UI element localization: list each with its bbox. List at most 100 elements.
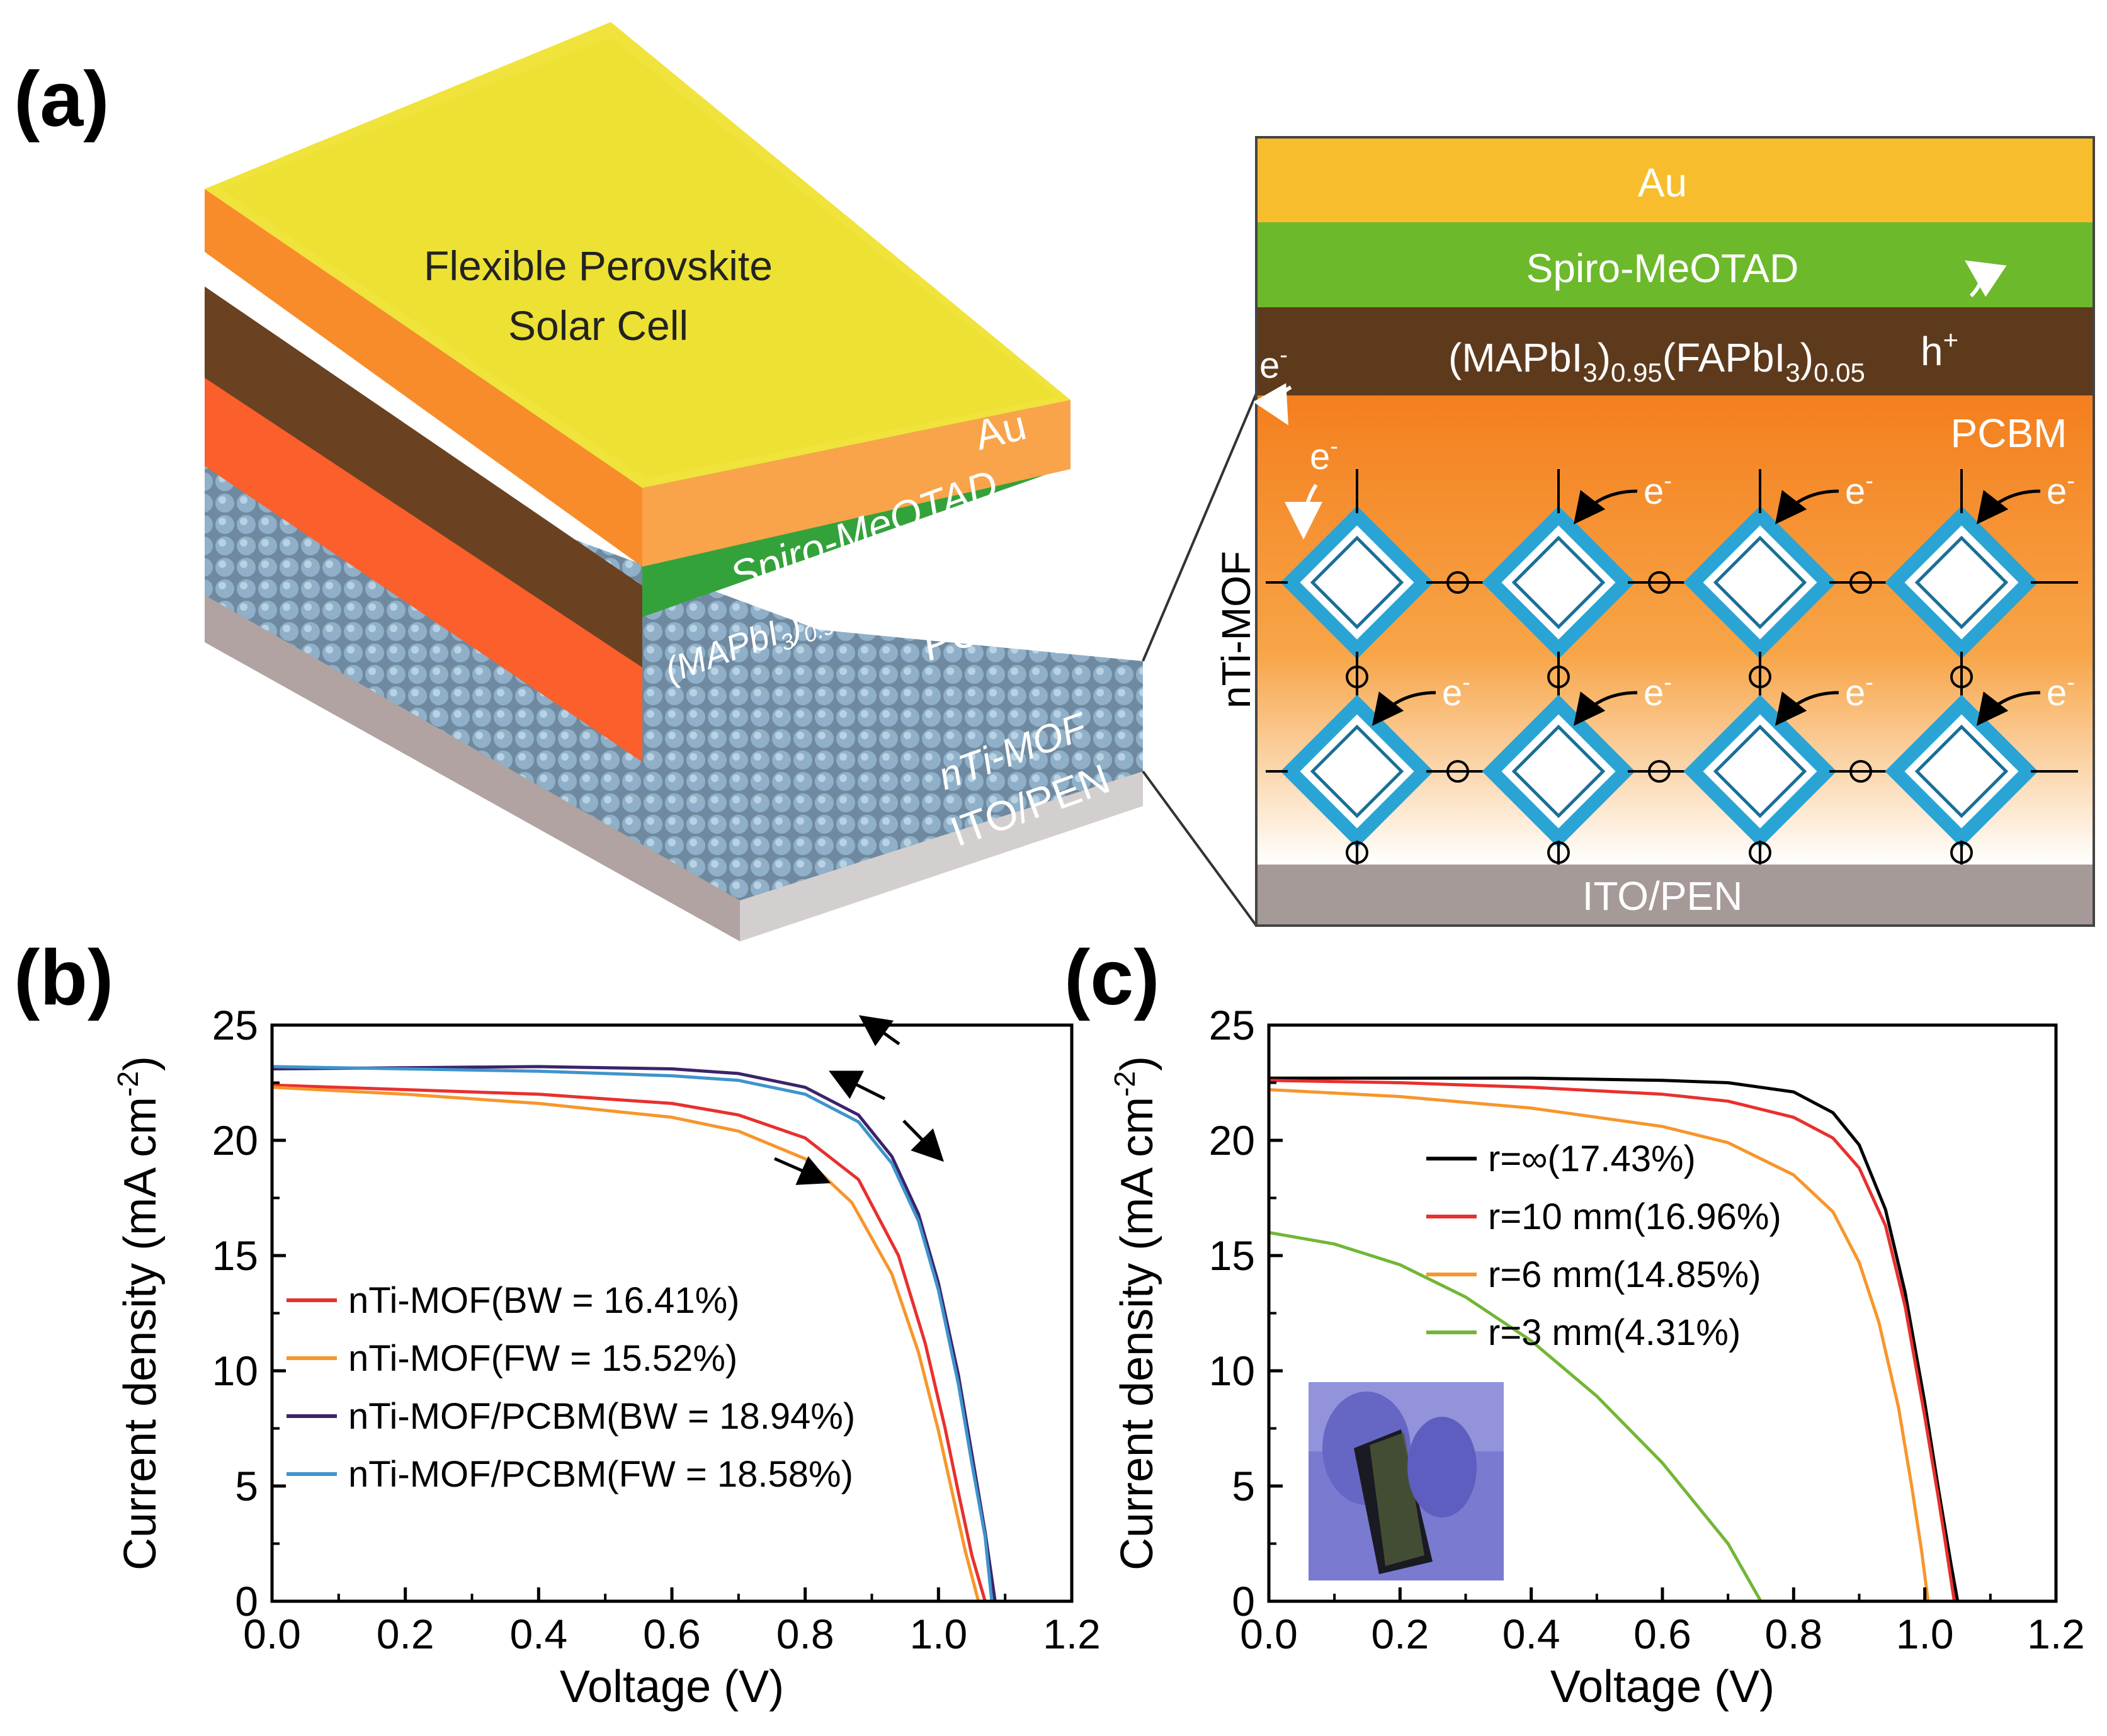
series-line-1 (271, 1086, 980, 1602)
electron-transfer-arrow: e- (1573, 669, 1672, 726)
y-tick-label: 20 (212, 1117, 258, 1164)
electron-transfer-arrow: e- (1573, 468, 1672, 525)
series-line-3 (271, 1065, 994, 1602)
scan-direction-arrow (858, 1015, 900, 1047)
scan-direction-arrow (902, 1120, 945, 1162)
y-tick-label: 15 (212, 1232, 258, 1279)
mof-lattice (1266, 469, 2078, 865)
schematic-au-label: Au (1638, 160, 1687, 205)
legend-label-2: r=6 mm(14.85%) (1488, 1254, 1761, 1295)
y-tick-label: 0 (1232, 1578, 1255, 1625)
mof-unit (1683, 506, 1837, 659)
mof-unit (1885, 506, 2038, 659)
x-tick-label: 0.4 (509, 1611, 567, 1657)
chart-b: 0.0 0.2 0.4 0.6 0.8 1.0 1.2 0 5 10 15 20 25 Voltage (… (111, 1002, 1101, 1712)
zoom-line-top (1142, 393, 1258, 662)
chart-c: 0.0 0.2 0.4 0.6 0.8 1.0 1.2 0 5 10 15 20 25 Voltage (… (1108, 1002, 2085, 1712)
layer-perovskite (205, 286, 642, 667)
electron-label-2: e- (1310, 433, 1338, 477)
mof-linker (1547, 469, 1570, 702)
x-axis-title: Voltage (V) (560, 1662, 784, 1712)
electron-label: e- (1644, 468, 1672, 512)
x-tick-label: 0.4 (1502, 1611, 1560, 1657)
y-tick-label: 25 (212, 1002, 258, 1048)
electron-label: e- (1442, 669, 1470, 713)
schematic-mof-label: nTi-MOF (1213, 551, 1259, 708)
y-tick-label: 25 (1209, 1002, 1255, 1048)
series-line-0 (271, 1083, 987, 1602)
y-axis-title: Current density (mA cm-2) (111, 1056, 166, 1570)
hole-arrow (1965, 260, 2007, 298)
series-line-0 (1269, 1076, 1960, 1602)
series-line-3 (1268, 1230, 1763, 1603)
mof-linker (1950, 469, 1973, 702)
mof-unit (1683, 695, 1837, 848)
zoom-line-bottom (1142, 770, 1258, 927)
schematic-ito (1256, 865, 2094, 926)
mof-linker (1950, 841, 1973, 865)
y-tick-label: 0 (235, 1578, 258, 1625)
electron-label: e- (1644, 669, 1672, 713)
schematic-perovskite (1256, 307, 2094, 395)
mof-unit (1482, 695, 1635, 848)
x-tick-label: 0.8 (776, 1611, 834, 1657)
x-tick-label: 0.2 (1371, 1611, 1429, 1657)
electron-label: e- (2047, 669, 2075, 713)
mof-linker (1628, 571, 1691, 594)
panel-label-c: (c) (1064, 934, 1160, 1021)
electron-arrows: e-e-e-e-e-e-e- (1372, 468, 2075, 726)
electron-transfer-arrow: e- (1372, 669, 1470, 726)
electron-label: e- (2047, 468, 2075, 512)
panel-label-a: (a) (14, 56, 110, 143)
schematic: Au Spiro-MeOTAD (MAPbI3)0.95(FAPbI3)0.05… (1213, 136, 2095, 927)
schematic-perovskite-label: (MAPbI3)0.95(FAPbI3)0.05 (1448, 335, 1865, 387)
x-tick-label: 1.0 (1896, 1611, 1954, 1657)
mof-linker (1749, 841, 1771, 865)
scan-direction-arrow (773, 1156, 831, 1185)
device-title-line2: Solar Cell (508, 302, 688, 349)
mof-unit (1280, 695, 1434, 848)
layer-au-left (205, 189, 642, 567)
inset-photo-bent-device (1309, 1382, 1504, 1580)
legend-label-1: nTi-MOF(FW = 15.52%) (348, 1338, 737, 1379)
series-line-2 (271, 1065, 997, 1602)
mof-linker (1346, 469, 1368, 702)
x-tick-label: 1.2 (2027, 1611, 2085, 1657)
electron-arrow-2 (1285, 484, 1323, 540)
x-tick-label: 0.0 (243, 1611, 301, 1657)
mof-linker (1829, 571, 1892, 594)
series-line-2 (1268, 1088, 1930, 1602)
electron-transfer-arrow: e- (1976, 669, 2075, 726)
x-axis-title: Voltage (V) (1550, 1662, 1775, 1712)
hole-label: h+ (1921, 325, 1958, 374)
device-3d: Flexible Perovskite Solar Cell Au Spiro-… (205, 22, 1143, 941)
electron-label-1: e- (1259, 342, 1288, 386)
legend-label-3: r=3 mm(4.31%) (1488, 1312, 1741, 1353)
mof-unit (1482, 506, 1635, 659)
mof-linker (1426, 760, 1489, 783)
electron-transfer-arrow: e- (1775, 468, 1873, 525)
y-tick-label: 10 (212, 1347, 258, 1394)
legend-label-3: nTi-MOF/PCBM(FW = 18.58%) (348, 1454, 853, 1495)
x-tick-label: 1.0 (909, 1611, 967, 1657)
schematic-au (1256, 137, 2094, 222)
x-tick-label: 1.2 (1043, 1611, 1101, 1657)
mof-linker (1426, 571, 1489, 594)
scan-direction-arrow (829, 1070, 886, 1101)
x-tick-label: 0.2 (377, 1611, 434, 1657)
electron-label: e- (1845, 468, 1873, 512)
electron-transfer-arrow: e- (1775, 669, 1873, 726)
layer-au-right (642, 400, 1071, 567)
legend-label-0: nTi-MOF(BW = 16.41%) (348, 1280, 739, 1321)
legend-label-2: nTi-MOF/PCBM(BW = 18.94%) (348, 1396, 855, 1437)
electron-arrow-1 (1253, 383, 1292, 426)
legend-label-0: r=∞(17.43%) (1488, 1138, 1696, 1179)
y-axis-title: Current density (mA cm-2) (1108, 1056, 1162, 1570)
y-tick-label: 20 (1209, 1117, 1255, 1164)
panel-label-b: (b) (14, 934, 113, 1021)
mof-linker (1346, 841, 1368, 865)
label-3d-perovskite: (MAPbI3)0.95(FAPbI3)0.05 (660, 529, 1016, 696)
schematic-spiro-label: Spiro-MeOTAD (1526, 246, 1799, 291)
y-tick-label: 5 (235, 1463, 258, 1509)
